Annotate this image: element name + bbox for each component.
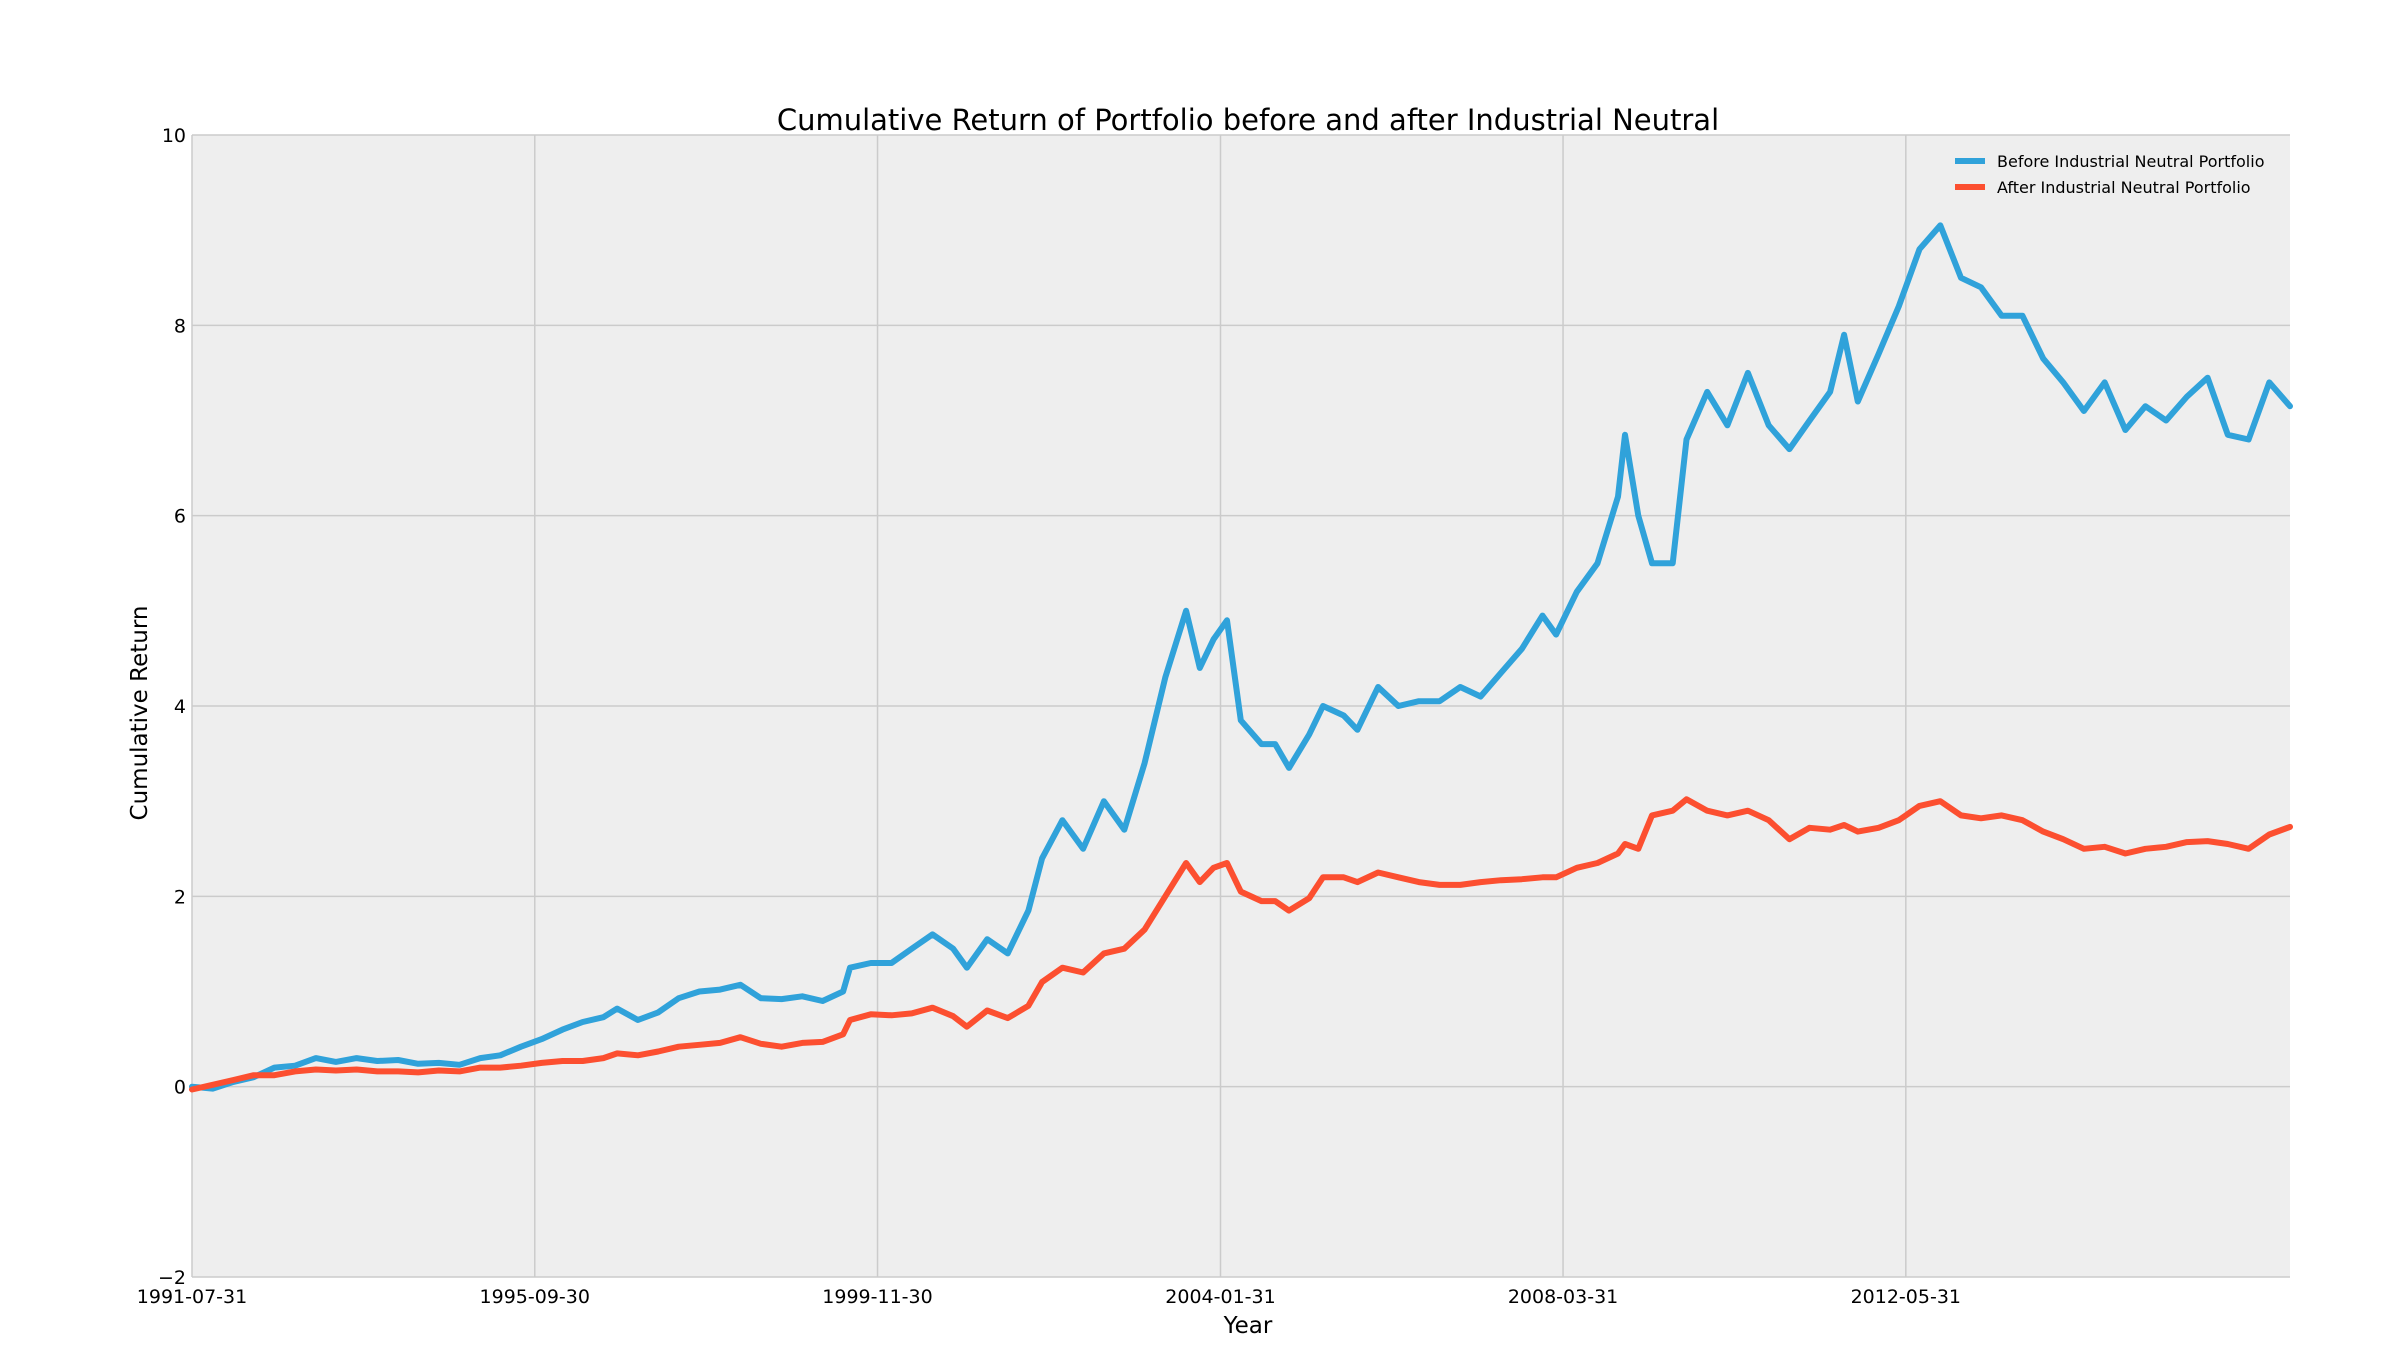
y-tick-label: −2 (158, 1267, 186, 1289)
y-tick-labels: −2 0 2 4 6 8 10 (158, 125, 186, 1289)
series-line-after (189, 796, 2293, 1093)
y-tick-label: 8 (174, 315, 186, 337)
x-tick-label: 2008-03-31 (1508, 1286, 1618, 1308)
legend-label: Before Industrial Neutral Portfolio (1997, 152, 2264, 171)
chart-title: Cumulative Return of Portfolio before an… (777, 103, 1719, 137)
legend-label: After Industrial Neutral Portfolio (1997, 178, 2251, 197)
y-tick-label: 0 (174, 1077, 186, 1099)
y-tick-label: 10 (162, 125, 186, 147)
x-tick-label: 2012-05-31 (1851, 1286, 1961, 1308)
x-tick-label: 2004-01-31 (1165, 1286, 1275, 1308)
grid-lines (191, 134, 2290, 1278)
y-tick-label: 2 (174, 886, 186, 908)
y-axis-label: Cumulative Return (127, 606, 153, 821)
x-tick-label: 1995-09-30 (480, 1286, 590, 1308)
x-tick-labels: 1991-07-31 1995-09-30 1999-11-30 2004-01-31… (137, 1286, 1961, 1308)
series-line-before (189, 222, 2293, 1092)
x-axis-label: Year (1223, 1313, 1273, 1339)
series-lines (189, 222, 2293, 1093)
x-tick-label: 1999-11-30 (822, 1286, 932, 1308)
y-tick-label: 4 (174, 696, 186, 718)
y-tick-label: 6 (174, 506, 186, 528)
x-tick-label: 1991-07-31 (137, 1286, 247, 1308)
legend: Before Industrial Neutral Portfolio After… (1955, 152, 2264, 197)
